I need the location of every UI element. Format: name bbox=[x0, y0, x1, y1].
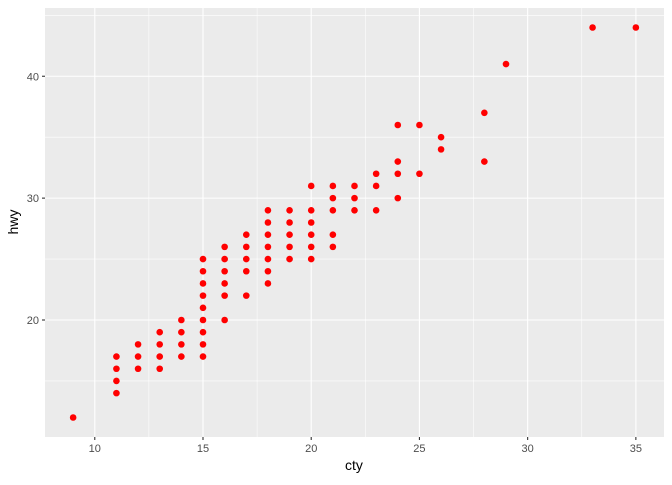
data-point bbox=[351, 207, 358, 214]
y-tick-label: 30 bbox=[27, 193, 39, 205]
data-point bbox=[199, 267, 207, 275]
data-point bbox=[221, 316, 228, 324]
data-point bbox=[113, 353, 120, 360]
data-point bbox=[307, 182, 315, 190]
data-point bbox=[156, 341, 164, 348]
data-point bbox=[351, 194, 358, 202]
data-point bbox=[199, 328, 207, 336]
data-point bbox=[329, 207, 337, 214]
data-point bbox=[113, 365, 120, 373]
axis-ticks: 10 15 20 25 30 35 20 30 40 bbox=[27, 71, 642, 455]
points bbox=[69, 24, 640, 421]
data-point bbox=[329, 194, 337, 202]
data-point bbox=[307, 255, 315, 263]
data-point bbox=[394, 170, 402, 178]
data-point bbox=[372, 182, 380, 190]
data-point bbox=[221, 255, 228, 263]
data-point bbox=[134, 353, 142, 360]
y-axis-title: hwy bbox=[5, 210, 21, 235]
data-point bbox=[199, 341, 207, 348]
data-point bbox=[178, 316, 185, 324]
data-point bbox=[221, 267, 228, 275]
data-point bbox=[242, 267, 250, 275]
data-point bbox=[156, 328, 164, 336]
data-point bbox=[481, 158, 488, 165]
data-point bbox=[394, 121, 402, 129]
data-point bbox=[329, 243, 337, 251]
x-tick-label: 35 bbox=[630, 443, 642, 455]
data-point bbox=[372, 170, 380, 178]
data-point bbox=[307, 207, 315, 214]
data-point bbox=[134, 341, 142, 348]
data-point bbox=[199, 292, 207, 299]
data-point bbox=[69, 414, 77, 421]
data-point bbox=[242, 231, 250, 238]
x-axis-title: cty bbox=[345, 457, 363, 473]
data-point bbox=[632, 24, 640, 31]
data-point bbox=[481, 109, 488, 117]
data-point bbox=[394, 194, 402, 202]
data-point bbox=[329, 182, 337, 190]
data-point bbox=[307, 231, 315, 238]
data-point bbox=[329, 231, 337, 238]
data-point bbox=[199, 255, 207, 263]
data-point bbox=[199, 316, 207, 324]
data-point bbox=[178, 328, 185, 336]
data-point bbox=[242, 292, 250, 299]
data-point bbox=[307, 243, 315, 251]
data-point bbox=[264, 255, 272, 263]
data-point bbox=[134, 365, 142, 373]
data-point bbox=[351, 182, 358, 190]
data-point bbox=[589, 24, 596, 31]
x-tick-label: 10 bbox=[89, 443, 101, 455]
data-point bbox=[307, 219, 315, 226]
data-point bbox=[242, 255, 250, 263]
data-point bbox=[242, 243, 250, 251]
data-point bbox=[264, 267, 272, 275]
data-point bbox=[286, 255, 293, 263]
data-point bbox=[178, 341, 185, 348]
data-point bbox=[113, 389, 120, 397]
data-point bbox=[437, 133, 445, 141]
data-point bbox=[286, 231, 293, 238]
data-point bbox=[416, 121, 423, 129]
data-point bbox=[178, 353, 185, 360]
x-tick-label: 15 bbox=[197, 443, 209, 455]
data-point bbox=[113, 377, 120, 385]
plot-panel bbox=[45, 8, 664, 437]
data-point bbox=[199, 304, 207, 312]
data-point bbox=[286, 207, 293, 214]
y-tick-label: 20 bbox=[27, 315, 39, 327]
x-tick-label: 30 bbox=[522, 443, 534, 455]
data-point bbox=[264, 231, 272, 238]
data-point bbox=[437, 146, 445, 153]
data-point bbox=[416, 170, 423, 178]
y-tick-label: 40 bbox=[27, 71, 39, 83]
data-point bbox=[221, 243, 228, 251]
data-point bbox=[286, 243, 293, 251]
data-point bbox=[199, 280, 207, 287]
data-point bbox=[264, 207, 272, 214]
data-point bbox=[221, 292, 228, 299]
data-point bbox=[156, 353, 164, 360]
x-tick-label: 25 bbox=[413, 443, 425, 455]
x-tick-label: 20 bbox=[305, 443, 317, 455]
data-point bbox=[156, 365, 164, 373]
data-point bbox=[502, 60, 510, 68]
data-point bbox=[264, 219, 272, 226]
data-point bbox=[221, 280, 228, 287]
data-point bbox=[264, 280, 272, 287]
data-point bbox=[372, 207, 380, 214]
data-point bbox=[199, 353, 207, 360]
data-point bbox=[286, 219, 293, 226]
data-point bbox=[394, 158, 402, 165]
data-point bbox=[264, 243, 272, 251]
